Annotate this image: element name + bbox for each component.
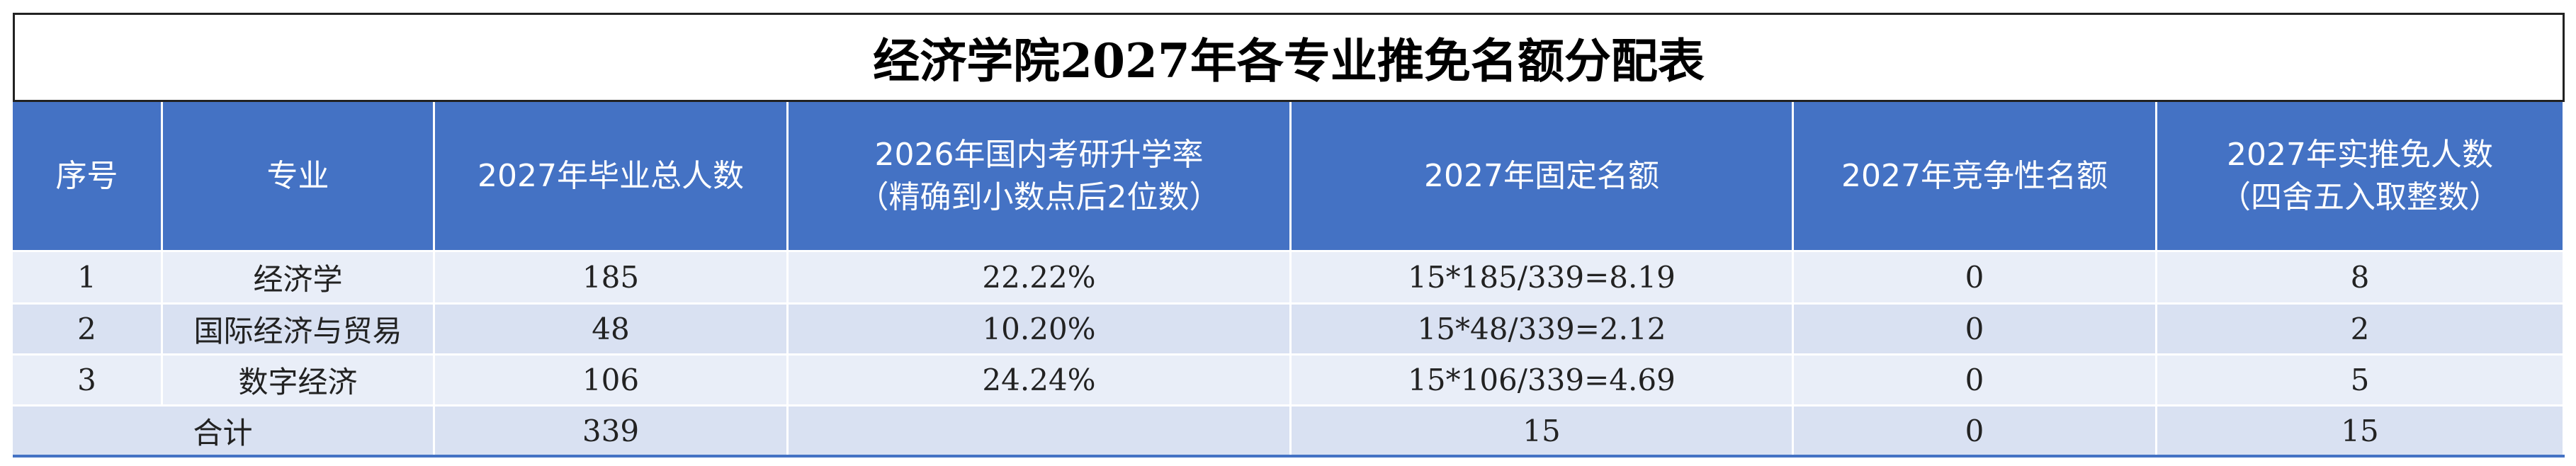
header-cell: 2027年竞争性名额: [1794, 102, 2157, 250]
cell-text: 0: [1965, 260, 1984, 295]
table-cell: 2: [2157, 302, 2565, 353]
cell-text: 22.22%: [982, 260, 1096, 295]
cell-text: （精确到小数点后2位数）: [857, 178, 1221, 215]
cell-text: 合计: [193, 416, 253, 450]
cell-text: 15*48/339=2.12: [1417, 312, 1666, 346]
cell-text: 5: [2350, 363, 2370, 397]
cell-text: 185: [582, 260, 640, 295]
table-cell: 22.22%: [789, 250, 1292, 302]
table-cell: 185: [435, 250, 789, 302]
cell-text: 序号: [55, 157, 118, 194]
table-cell: 106: [435, 353, 789, 404]
cell-text: 10.20%: [982, 312, 1096, 346]
table-cell: 15*106/339=4.69: [1292, 353, 1794, 404]
cell-text: 2: [77, 312, 96, 346]
table-cell: 15*185/339=8.19: [1292, 250, 1794, 302]
table-cell: 3: [13, 353, 163, 404]
header-cell: 2027年实推免人数 （四舍五入取整数）: [2157, 102, 2565, 250]
header-cell: 2026年国内考研升学率 （精确到小数点后2位数）: [789, 102, 1292, 250]
cell-text: 8: [2350, 260, 2370, 295]
cell-text: 2027年毕业总人数: [478, 157, 744, 194]
cell-text: 2: [2350, 312, 2370, 346]
cell-text: 经济学: [253, 262, 343, 297]
bottom-rule: [13, 455, 2565, 458]
table-cell: 1: [13, 250, 163, 302]
table-title: 经济学院2027年各专业推免名额分配表: [13, 13, 2565, 102]
header-cell: 专业: [163, 102, 435, 250]
cell-text: 48: [592, 312, 630, 346]
table-cell: 24.24%: [789, 353, 1292, 404]
cell-text: 0: [1965, 312, 1984, 346]
table-cell: 经济学: [163, 250, 435, 302]
cell-text: 数字经济: [238, 365, 358, 399]
total-cell: 0: [1794, 404, 2157, 455]
table-cell: 0: [1794, 353, 2157, 404]
cell-text: 15: [2341, 414, 2379, 448]
cell-text: 339: [582, 414, 640, 448]
table-cell: 2: [13, 302, 163, 353]
total-cell: 15: [2157, 404, 2565, 455]
cell-text: 24.24%: [982, 363, 1096, 397]
table-cell: 5: [2157, 353, 2565, 404]
cell-text: 国际经济与贸易: [193, 314, 402, 348]
table-cell: 0: [1794, 302, 2157, 353]
cell-text: 2026年国内考研升学率: [874, 136, 1204, 173]
cell-text: 0: [1965, 363, 1984, 397]
cell-text: 3: [77, 363, 96, 397]
table-cell: 0: [1794, 250, 2157, 302]
table-cell: 数字经济: [163, 353, 435, 404]
cell-text: 106: [582, 363, 640, 397]
cell-text: 15: [1523, 414, 1561, 448]
header-cell: 2027年固定名额: [1292, 102, 1794, 250]
cell-text: 15*185/339=8.19: [1408, 260, 1676, 295]
cell-text: 专业: [266, 157, 329, 194]
table-cell: 国际经济与贸易: [163, 302, 435, 353]
table-cell: 10.20%: [789, 302, 1292, 353]
cell-text: （四舍五入取整数）: [2220, 178, 2500, 215]
total-label: 合计: [13, 404, 435, 455]
total-cell: 15: [1292, 404, 1794, 455]
header-cell: 2027年毕业总人数: [435, 102, 789, 250]
total-cell: 339: [435, 404, 789, 455]
cell-text: 0: [1965, 414, 1984, 448]
cell-text: 2027年实推免人数: [2227, 136, 2493, 173]
total-cell: [789, 404, 1292, 455]
cell-text: 15*106/339=4.69: [1408, 363, 1676, 397]
cell-text: 1: [77, 260, 96, 295]
table-cell: 48: [435, 302, 789, 353]
cell-text: 2027年竞争性名额: [1841, 157, 2108, 194]
table-cell: 15*48/339=2.12: [1292, 302, 1794, 353]
header-cell: 序号: [13, 102, 163, 250]
cell-text: 2027年固定名额: [1424, 157, 1659, 194]
table-cell: 8: [2157, 250, 2565, 302]
